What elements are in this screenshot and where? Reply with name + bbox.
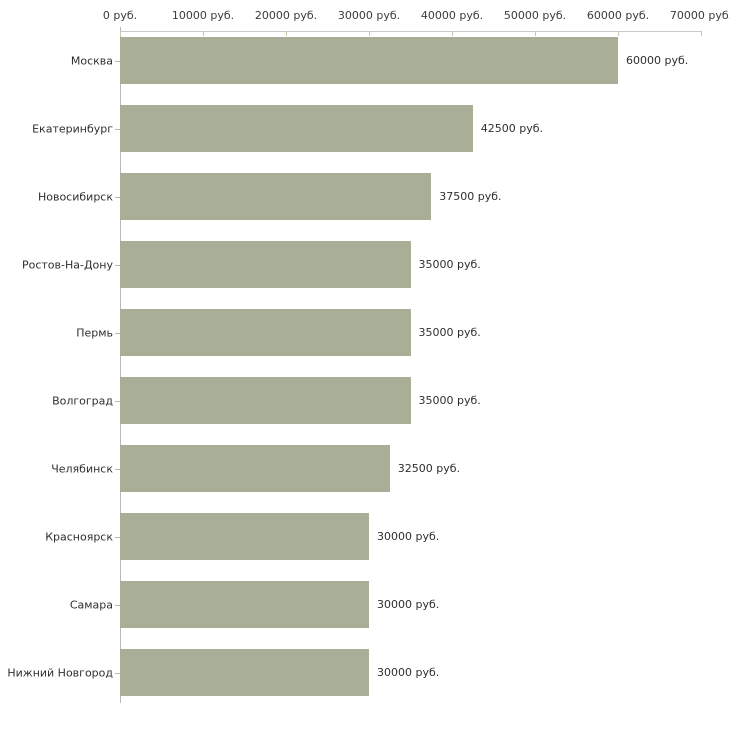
bar-row: Красноярск 30000 руб. (45, 513, 730, 560)
value-label: 32500 руб. (397, 462, 461, 475)
x-tick-mark (369, 31, 370, 36)
category-label: Волгоград (52, 394, 113, 407)
x-tick-label: 60000 руб. (586, 9, 650, 22)
value-label: 35000 руб. (418, 394, 481, 407)
y-tick-mark (115, 400, 120, 402)
bar-row: Пермь 35000 руб. (76, 309, 730, 356)
bar (120, 105, 473, 152)
x-tick-mark (120, 31, 121, 36)
y-tick-mark (115, 60, 120, 62)
x-tick-label: 50000 руб. (503, 9, 567, 22)
x-tick-mark (452, 31, 453, 36)
y-tick-mark (115, 536, 120, 538)
x-tick-label: 30000 руб. (337, 9, 401, 22)
x-tick-mark (701, 31, 702, 36)
category-label: Москва (70, 54, 113, 67)
x-tick-mark (618, 31, 619, 36)
category-label: Нижний Новгород (7, 666, 113, 679)
y-tick-mark (115, 196, 120, 198)
bar-row: Ростов-На-Дону 35000 руб. (22, 241, 730, 288)
category-label: Новосибирск (37, 190, 113, 203)
bar-row: Волгоград 35000 руб. (52, 377, 730, 424)
value-label: 30000 руб. (377, 530, 440, 543)
category-label: Ростов-На-Дону (21, 258, 113, 271)
bar (120, 649, 369, 696)
y-tick-mark (115, 264, 120, 266)
x-tick-label: 0 руб. (102, 9, 138, 22)
x-tick-label: 40000 руб. (420, 9, 484, 22)
bar (120, 581, 369, 628)
y-axis-line (120, 27, 121, 703)
bar-row: Самара 30000 руб. (70, 581, 730, 628)
bar (120, 37, 618, 84)
bar-row: Екатеринбург 42500 руб. (32, 105, 730, 152)
y-tick-mark (115, 468, 120, 470)
category-label: Самара (69, 598, 113, 611)
x-axis-line (120, 31, 702, 32)
bar-row: Новосибирск 37500 руб. (38, 173, 730, 220)
x-tick-label: 10000 руб. (171, 9, 235, 22)
value-label: 35000 руб. (418, 326, 481, 339)
category-label: Пермь (76, 326, 113, 339)
value-label: 30000 руб. (377, 666, 440, 679)
value-label: 42500 руб. (480, 122, 544, 135)
y-tick-mark (115, 332, 120, 334)
bar (120, 513, 369, 560)
value-label: 30000 руб. (377, 598, 440, 611)
bar-row: Челябинск 32500 руб. (51, 445, 730, 492)
x-tick-mark (535, 31, 536, 36)
bar (120, 309, 411, 356)
bar (120, 377, 411, 424)
category-label: Екатеринбург (32, 122, 113, 135)
bar (120, 241, 411, 288)
y-tick-mark (115, 128, 120, 130)
value-label: 60000 руб. (626, 54, 689, 67)
category-label: Красноярск (45, 530, 113, 543)
value-label: 35000 руб. (418, 258, 481, 271)
bar-row: Москва 60000 руб. (71, 37, 730, 84)
value-label: 37500 руб. (439, 190, 502, 203)
bar (120, 173, 432, 220)
x-tick-mark (286, 31, 287, 36)
x-tick-label: 70000 руб. (669, 9, 730, 22)
bar (120, 445, 390, 492)
category-label: Челябинск (51, 462, 113, 475)
y-tick-mark (115, 672, 120, 674)
x-tick-mark (203, 31, 204, 36)
bar-row: Нижний Новгород 30000 руб. (7, 649, 730, 696)
x-tick-label: 20000 руб. (254, 9, 318, 22)
y-tick-mark (115, 604, 120, 606)
